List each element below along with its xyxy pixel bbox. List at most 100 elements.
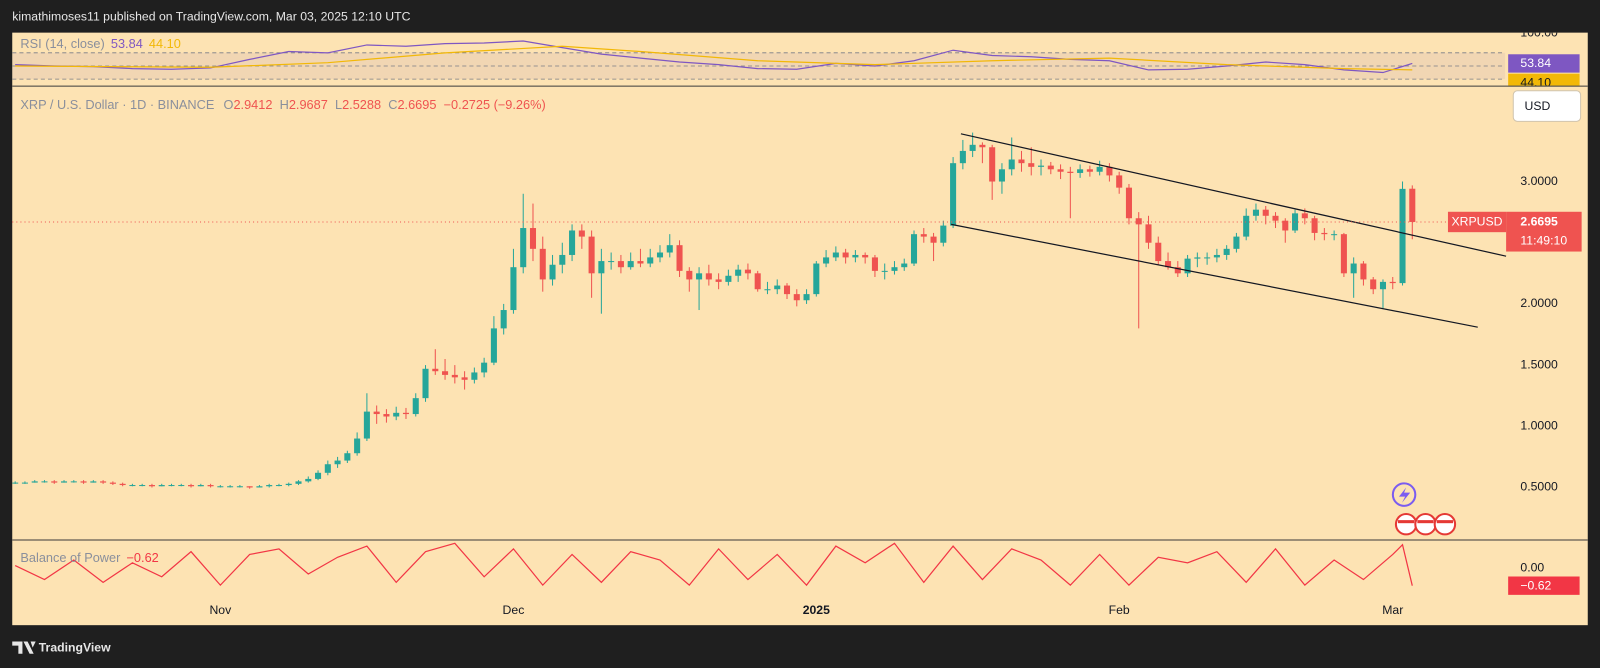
candle-body: [666, 245, 673, 253]
candle-body: [1028, 163, 1035, 167]
candle-body: [1409, 188, 1416, 222]
candle-body: [1077, 169, 1084, 173]
candle-body: [989, 147, 996, 182]
logo-mark: [12, 641, 36, 654]
candle-body: [1389, 281, 1396, 284]
candle-body: [1018, 159, 1025, 164]
candle-body: [950, 163, 957, 226]
event-icons: [1391, 482, 1457, 536]
candle-body: [1321, 232, 1328, 235]
candle-body: [520, 228, 527, 268]
indicator-header: Balance of Power −0.62: [20, 550, 158, 565]
ohlc-label: C: [388, 97, 397, 112]
candle-body: [881, 270, 888, 272]
symbol-tag-label: XRPUSD: [1452, 215, 1503, 229]
candle-body: [1243, 215, 1250, 237]
candle-body: [236, 486, 243, 488]
currency-label[interactable]: USD: [1524, 99, 1550, 113]
candle-body: [1331, 234, 1338, 236]
event-flag[interactable]: [1394, 512, 1418, 536]
ohlc-label: O: [224, 97, 234, 112]
candle-body: [862, 254, 869, 258]
candle-body: [764, 289, 771, 291]
candle-body: [1067, 171, 1074, 173]
candle-body: [461, 377, 468, 380]
candle-body: [842, 252, 849, 258]
indicator-line: [14, 542, 1413, 587]
candle-body: [1204, 257, 1211, 259]
value-tag: [1508, 73, 1580, 86]
price-plot: [12, 132, 1416, 489]
currency-button[interactable]: [1512, 90, 1582, 122]
candle-body: [1155, 242, 1162, 262]
candle-body: [158, 485, 165, 487]
y-tick-label: 0.00: [1520, 561, 1544, 575]
ohlc-value: 2.6695: [397, 97, 436, 112]
candle-body: [1116, 175, 1123, 188]
candle-body: [1233, 236, 1240, 249]
candle-body: [510, 267, 517, 311]
symbol-header: XRP / U.S. Dollar · 1D · BINANCE O2.9412 H…: [20, 97, 545, 112]
ohlc-label: L: [335, 97, 342, 112]
trendline: [960, 133, 1507, 257]
flag-stripe: [1417, 520, 1434, 524]
candle-body: [578, 230, 585, 237]
indicator-value: −0.62: [126, 550, 158, 565]
candle-body: [109, 482, 116, 484]
price-tag: [1506, 211, 1582, 252]
ohlc-value: 2.9412: [233, 97, 272, 112]
candle-body: [70, 481, 77, 483]
candle-body: [910, 234, 918, 264]
x-tick-label: Dec: [503, 603, 525, 617]
candle-body: [813, 263, 820, 295]
candle-body: [979, 144, 986, 148]
candle-body: [256, 486, 263, 488]
event-flag[interactable]: [1414, 512, 1437, 536]
brand-logo: TradingView: [12, 640, 111, 654]
event-flag[interactable]: [1433, 512, 1457, 536]
candle-body: [617, 261, 624, 268]
candle-body: [920, 234, 927, 237]
candle-body: [705, 273, 712, 280]
candle-body: [217, 486, 224, 488]
price-pane: 0.50001.00001.50002.00002.50003.0000XRP …: [12, 97, 1582, 494]
candle-body: [676, 245, 683, 271]
candle-body: [588, 236, 595, 274]
candle-body: [471, 372, 478, 380]
candle-body: [1086, 169, 1093, 172]
candle-body: [735, 269, 742, 276]
candle-body: [412, 398, 419, 415]
news-icon-bolt: [1398, 487, 1411, 503]
x-tick-label: Nov: [209, 603, 232, 617]
candle-body: [1292, 213, 1299, 231]
candle-body: [725, 275, 732, 282]
candle-body: [295, 481, 302, 484]
candle-body: [1008, 159, 1015, 170]
y-tick-label: 1.5000: [1520, 357, 1558, 371]
trendline: [951, 223, 1478, 328]
candle-body: [832, 252, 839, 258]
candle-body: [823, 257, 830, 264]
candle-body: [598, 261, 605, 274]
x-tick-label: Feb: [1109, 603, 1130, 617]
value-tag-label: 53.84: [1520, 56, 1551, 70]
candle-body: [246, 486, 253, 488]
candle-body: [1340, 234, 1347, 274]
publish-line: kimathimoses11 published on TradingView.…: [12, 10, 410, 24]
candle-body: [500, 310, 507, 329]
candle-body: [715, 279, 722, 282]
candle-body: [1174, 267, 1181, 274]
candle-body: [1096, 166, 1103, 172]
candle-body: [266, 485, 273, 487]
candle-body: [1360, 263, 1367, 280]
candle-body: [940, 225, 947, 243]
x-tick-label: 2025: [803, 603, 830, 617]
y-tick-label: 100.00: [1520, 25, 1558, 39]
candle-body: [852, 254, 859, 258]
candle-body: [383, 414, 390, 417]
candle-body: [1301, 213, 1308, 219]
candle-body: [1165, 261, 1172, 268]
candle-body: [1262, 209, 1269, 216]
y-tick-label: 1.0000: [1520, 419, 1558, 433]
